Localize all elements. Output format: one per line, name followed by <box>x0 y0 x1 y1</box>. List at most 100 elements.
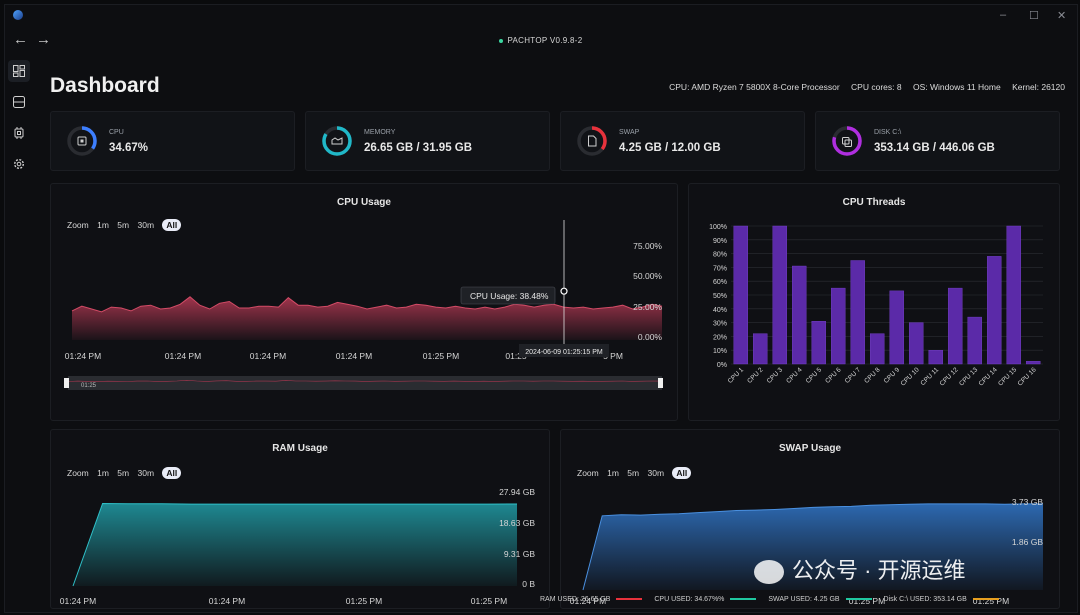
x-tick-label: CPU 5 <box>805 366 824 385</box>
zoom-5m-button[interactable]: 5m <box>117 468 130 478</box>
status-cpu: CPU USED: 34.67%% <box>654 596 757 603</box>
zoom-5m-button[interactable]: 5m <box>117 220 130 230</box>
x-tick-label: 01:24 PM <box>60 596 96 606</box>
sidebar-item-processor[interactable] <box>8 122 30 144</box>
x-tick-label: 01:24 PM <box>570 596 606 606</box>
zoom-1m-button[interactable]: 1m <box>97 220 109 230</box>
cpu-ring <box>67 126 97 156</box>
zoom-30m-button[interactable]: 30m <box>137 220 155 230</box>
zoom-label: Zoom <box>67 220 89 230</box>
disk-ring-fill <box>832 126 862 156</box>
stat-card-memory: MEMORY 26.65 GB / 31.95 GB <box>305 111 550 171</box>
bar-cpu-6 <box>831 287 846 365</box>
navigator-line <box>67 379 663 382</box>
app-window: – ☐ ✕ ← → PACHTOP V0.9.8-2 <box>4 4 1078 613</box>
minimize-button[interactable]: – <box>1000 9 1007 21</box>
y-tick-label: 9.31 GB <box>504 549 536 559</box>
y-tick-label: 100% <box>709 224 727 231</box>
storage-icon <box>13 96 25 108</box>
os-info: OS: Windows 11 Home <box>912 82 1001 92</box>
bar-cpu-3 <box>772 225 787 365</box>
x-tick-label: CPU 9 <box>883 366 902 385</box>
y-tick-label: 0% <box>717 362 727 369</box>
y-tick-label: 1.86 GB <box>1012 537 1044 547</box>
wechat-icon <box>754 560 784 585</box>
y-tick-label: 20% <box>713 334 727 341</box>
bar-cpu-14 <box>987 256 1002 365</box>
cpu-usage-chart[interactable]: 75.00% 50.00% 25.00% 0.00% 01:24 PM 01:24 PM 0… <box>51 184 677 420</box>
swap-usage-chart[interactable]: 3.73 GB 1.86 GB 01:24 PM 01:25 PM 01:25 PM <box>561 430 1059 608</box>
zoom-controls: Zoom 1m 5m 30m All <box>67 219 187 231</box>
zoom-30m-button[interactable]: 30m <box>137 468 155 478</box>
y-tick-label: 90% <box>713 238 727 245</box>
zoom-all-button[interactable]: All <box>162 467 182 479</box>
sidebar-item-dashboard[interactable] <box>8 60 30 82</box>
x-tick-label: 01:25 PM <box>346 596 382 606</box>
watermark: 公众号 · 开源运维 <box>754 553 966 585</box>
cpu-usage-panel: CPU Usage Zoom 1m 5m 30m All 75.00% 50.00… <box>50 183 678 421</box>
stat-card-cpu: CPU 34.67% <box>50 111 295 171</box>
y-tick-label: 25.00% <box>633 302 662 312</box>
stat-value: 26.65 GB / 31.95 GB <box>364 142 473 154</box>
navigator-handle-right <box>658 378 663 388</box>
zoom-all-button[interactable]: All <box>672 467 692 479</box>
y-tick-label: 70% <box>713 265 727 272</box>
back-arrow-icon[interactable]: ← <box>13 31 28 48</box>
stat-card-disk: DISK C:\ 353.14 GB / 446.06 GB <box>815 111 1060 171</box>
sidebar <box>5 57 33 607</box>
swap-ring <box>577 126 607 156</box>
y-tick-label: 27.94 GB <box>499 487 535 497</box>
navigator-track <box>68 376 662 390</box>
series-line <box>582 503 1043 591</box>
forward-arrow-icon[interactable]: → <box>36 31 51 48</box>
panel-title: RAM Usage <box>272 443 328 454</box>
bar-cpu-15 <box>1006 225 1021 365</box>
x-tick-label: CPU 1 <box>727 366 746 385</box>
zoom-1m-button[interactable]: 1m <box>97 468 109 478</box>
swap-usage-panel: SWAP Usage Zoom 1m 5m 30m All 3.73 GB 1.8… <box>560 429 1060 609</box>
zoom-5m-button[interactable]: 5m <box>627 468 640 478</box>
status-disk-label: Disk C:\ USED: 353.14 GB <box>883 596 967 603</box>
y-tick-label: 40% <box>713 307 727 314</box>
disk-icon <box>842 137 852 147</box>
nav-bar: ← → PACHTOP V0.9.8-2 <box>5 29 1077 55</box>
stat-label: MEMORY <box>364 129 396 136</box>
cpu-threads-panel: CPU Threads 100% 90% 80% 70% 60% 50% 40% 30% 20%… <box>688 183 1060 421</box>
maximize-button[interactable]: ☐ <box>1029 10 1039 22</box>
status-dot-icon <box>499 38 504 43</box>
memory-icon <box>331 137 343 145</box>
y-tick-label: 60% <box>713 279 727 286</box>
bar-cpu-2 <box>753 333 768 365</box>
series-area <box>73 503 517 586</box>
x-tick-label: 01:25 PM <box>471 596 507 606</box>
swap-ring-fill <box>577 126 607 156</box>
zoom-30m-button[interactable]: 30m <box>647 468 665 478</box>
x-tick-label: 5 PM <box>603 351 623 361</box>
x-tick-label: CPU 3 <box>766 366 785 385</box>
sidebar-item-storage[interactable] <box>8 91 30 113</box>
zoom-all-button[interactable]: All <box>162 219 182 231</box>
status-ram: RAM USED: 26.65 GB <box>540 596 643 603</box>
panel-title: SWAP Usage <box>778 443 842 454</box>
x-tick-label: CPU 11 <box>919 366 940 387</box>
x-tick-label: CPU 6 <box>824 366 843 385</box>
bar-cpu-8 <box>870 333 885 365</box>
dashboard-icon <box>13 65 25 77</box>
x-tick-label: CPU 7 <box>844 366 863 385</box>
hover-point <box>560 287 568 295</box>
x-tick-label: CPU 14 <box>978 366 999 387</box>
panel-title: CPU Usage <box>337 197 391 208</box>
file-icon <box>588 135 597 147</box>
x-tick-label: CPU 16 <box>1017 366 1038 387</box>
tooltip-label: CPU Usage: 38.48% <box>470 291 549 301</box>
x-tick-label: 01:24 PM <box>336 351 372 361</box>
y-tick-label: 18.63 GB <box>499 518 535 528</box>
stat-label: SWAP <box>619 129 640 136</box>
close-button[interactable]: ✕ <box>1057 10 1067 22</box>
series-area <box>72 296 662 340</box>
sidebar-item-settings[interactable] <box>8 153 30 175</box>
ram-usage-chart[interactable]: 27.94 GB 18.63 GB 9.31 GB 0 B 01:24 PM 01:24 … <box>51 430 549 608</box>
bar-cpu-4 <box>792 265 807 365</box>
zoom-1m-button[interactable]: 1m <box>607 468 619 478</box>
x-tick-label: 01:25 PM <box>973 596 1009 606</box>
